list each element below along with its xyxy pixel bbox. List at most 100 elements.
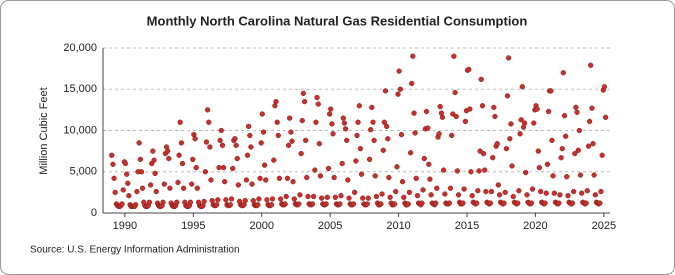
data-point <box>353 158 359 164</box>
data-point <box>346 195 352 201</box>
x-tick-label: 2025 <box>592 220 616 232</box>
data-point <box>317 173 324 179</box>
data-point <box>468 169 474 175</box>
data-point <box>296 201 302 207</box>
y-tick-label: 0 <box>91 207 97 219</box>
data-point <box>245 123 252 130</box>
data-point <box>368 127 374 133</box>
data-point <box>147 182 154 188</box>
data-point <box>324 194 330 200</box>
data-point <box>214 202 220 208</box>
data-point <box>577 172 584 178</box>
data-point <box>323 201 329 207</box>
data-point <box>134 188 140 195</box>
data-point <box>483 188 489 195</box>
x-tick-label: 2010 <box>386 220 410 232</box>
data-point <box>454 168 460 174</box>
data-point <box>352 189 358 196</box>
data-point <box>466 66 472 73</box>
data-point <box>264 197 270 203</box>
data-point <box>122 160 129 167</box>
data-point <box>482 167 488 173</box>
data-point <box>461 186 467 192</box>
x-tick-label: 1990 <box>113 220 137 232</box>
data-point <box>382 88 389 94</box>
data-point <box>110 161 116 167</box>
data-point <box>507 136 513 142</box>
data-point <box>405 201 411 207</box>
data-point <box>557 192 563 198</box>
data-point <box>119 201 125 207</box>
data-point <box>516 188 522 194</box>
data-point <box>242 197 248 204</box>
data-point <box>222 179 228 185</box>
data-point <box>373 193 380 200</box>
data-point <box>487 200 494 206</box>
data-point <box>275 132 281 139</box>
data-point <box>151 157 157 163</box>
data-point <box>518 117 524 123</box>
data-point <box>504 93 511 99</box>
x-tick-label: 2000 <box>249 220 273 232</box>
data-point <box>370 119 376 125</box>
data-point <box>248 144 254 150</box>
data-point <box>381 119 387 125</box>
data-point <box>328 106 334 112</box>
data-point <box>138 169 145 175</box>
data-point <box>437 103 443 110</box>
data-point <box>414 193 421 199</box>
data-point <box>342 126 349 132</box>
data-point <box>386 174 392 181</box>
data-point <box>274 119 280 125</box>
data-point <box>277 196 284 202</box>
source: Source: U.S. Energy Information Administ… <box>30 245 240 256</box>
data-point <box>150 148 156 154</box>
data-point <box>247 132 253 139</box>
data-point <box>501 200 507 206</box>
data-point <box>243 177 250 183</box>
data-point <box>111 175 117 182</box>
data-point <box>412 130 418 136</box>
data-point <box>570 188 577 195</box>
data-point <box>120 187 126 193</box>
data-point <box>583 200 589 206</box>
y-tick-label: 20,000 <box>63 42 97 54</box>
data-point <box>194 185 200 191</box>
data-point <box>340 115 346 121</box>
data-point <box>529 186 536 192</box>
data-point <box>573 104 579 111</box>
data-point <box>203 139 210 145</box>
data-point <box>584 188 590 194</box>
data-point <box>426 161 432 167</box>
data-point <box>379 191 385 197</box>
data-point <box>597 200 603 206</box>
data-point <box>419 200 425 206</box>
data-point <box>406 189 413 196</box>
data-point <box>344 137 350 144</box>
data-point <box>285 142 292 149</box>
data-point <box>545 108 552 115</box>
data-point <box>425 125 431 131</box>
data-point <box>180 185 187 191</box>
data-point <box>421 155 427 162</box>
data-point <box>509 163 515 169</box>
data-point <box>350 201 357 207</box>
data-point <box>401 194 407 200</box>
data-point <box>410 53 416 59</box>
x-tick-label: 2020 <box>523 220 547 232</box>
data-point <box>161 181 167 187</box>
data-point <box>364 201 370 207</box>
data-point <box>233 142 239 149</box>
data-point <box>524 192 530 198</box>
data-point <box>289 138 295 144</box>
data-point <box>469 193 475 199</box>
data-point <box>189 181 195 187</box>
data-point <box>588 62 594 68</box>
data-point <box>365 195 371 201</box>
data-point <box>187 199 194 205</box>
data-point <box>548 88 554 94</box>
data-point <box>357 146 364 152</box>
data-point <box>397 86 404 92</box>
data-point <box>508 121 514 127</box>
